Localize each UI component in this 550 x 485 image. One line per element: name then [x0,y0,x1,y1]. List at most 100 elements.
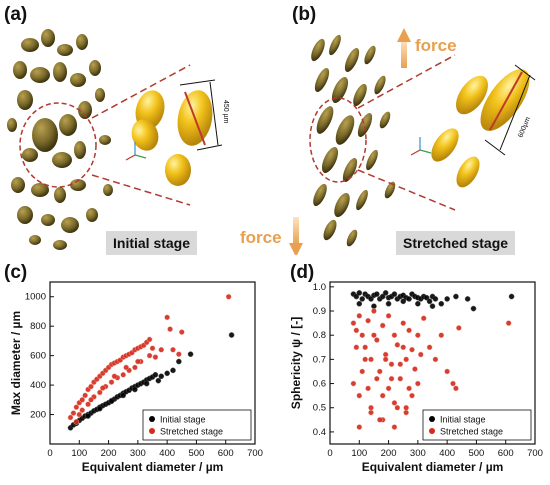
stretched-stage-point [120,371,127,378]
stretched-stage-point [152,354,159,360]
stretched-stage-point [371,332,377,339]
stretched-stage-point [362,356,368,363]
stretched-stage-point [353,344,360,351]
initial-stage-point [464,296,471,302]
initial-stage-point [158,373,165,380]
x-tick-label: 200 [381,448,397,459]
legend-marker [429,416,435,422]
x-tick-label: 600 [498,448,514,459]
stretched-stage-point [376,368,383,375]
plot-frame [49,281,256,445]
stretched-stage-point [391,332,398,339]
y-tick-label: 0.6 [313,379,326,390]
stretched-stage-point [356,392,363,399]
y-tick-label: 0.7 [313,354,326,365]
stretched-stage-point [79,396,86,403]
y-tick-label: 0.9 [313,306,326,317]
panel-label-a: (a) [4,4,28,25]
stretched-stage-point [382,356,389,363]
initial-stage-point [228,332,235,338]
x-tick-label: 100 [351,448,367,459]
stretched-stage-point [350,380,357,387]
initial-stage-point [120,392,127,399]
initial-stage-point [400,298,407,305]
stretched-stage-point [164,314,170,321]
stretched-stage-point [225,293,232,300]
stretched-stage-point [70,410,77,416]
plot-frame [329,281,536,445]
x-tick-label: 700 [527,448,543,459]
stretched-stage-point [450,380,456,387]
stretched-stage-point [400,320,407,326]
stretched-stage-point [170,346,176,353]
stretched-stage-point [99,385,106,391]
stretched-stage-point [149,345,156,352]
initial-stage-point [359,296,366,302]
zoomed-particles [431,69,530,188]
stretched-stage-point [456,325,462,331]
max-diameter-chart: 0 100 200 300 400 500 600 700 200 400 600 800 1000 Eq… [9,281,263,474]
stretched-stage-point [391,424,398,430]
stretched-stage-point [385,313,392,319]
stretched-stage-point [356,424,363,430]
panel-label-d: (d) [290,262,315,283]
initial-stage-point [85,413,91,419]
stretched-stage-point [397,375,404,382]
initial-stage-point [429,303,436,310]
x-tick-label: 0 [327,448,332,459]
initial-stage-point [176,358,182,365]
initial-stage-point [356,290,363,296]
stretched-stage-point [123,364,129,371]
stretched-stage-point [368,404,374,411]
y-tick-label: 1.0 [313,282,326,293]
stretched-stage-point [420,315,427,322]
y-tick-label: 600 [30,351,46,362]
sphericity-chart: 0 100 200 300 400 500 600 700 0.4 0.5 0.6 0.7 0.8 0.9… [289,281,543,474]
initial-stage-point [444,296,450,302]
axis-triad-icon [125,142,147,161]
x-tick-label: 500 [468,448,484,459]
measure-arrow [184,91,206,146]
stretched-stage-point [158,346,165,353]
y-tick-label: 800 [30,321,46,332]
stretched-stage-point [67,414,74,421]
initial-stage-point [432,296,439,302]
stretched-stage-point [167,326,173,332]
stretched-stage-point [76,411,83,418]
zoomed-particles [131,90,213,186]
stretched-stage-point [403,409,409,416]
stretched-stage-point [146,336,153,343]
x-tick-label: 200 [101,448,117,459]
stretched-stage-point [406,327,412,334]
stretched-stage-point [415,380,421,387]
stretched-stage-point [388,375,395,382]
legend-label: Initial stage [160,415,206,425]
initial-stage-point [155,377,162,384]
initial-stage-point [356,300,363,307]
y-axis-label: Max diameter / µm [9,311,23,415]
stretched-stage-point [391,400,398,406]
initial-stage-point [170,367,176,374]
scale-label-a: 450 µm [222,100,229,124]
force-label-a: force [240,228,282,247]
stretched-stage-point [365,385,371,392]
y-tick-label: 1000 [25,292,46,303]
stretched-stage-point [394,404,401,411]
stretched-stage-point [73,419,80,425]
x-tick-label: 300 [410,448,426,459]
stretched-stage-point [353,327,360,334]
stretched-stage-point [96,389,103,396]
stretched-stage-point [365,317,371,324]
stretched-stage-point [374,337,380,343]
stretched-stage-point [409,346,415,353]
stretched-stage-point [85,401,91,408]
y-tick-label: 200 [30,410,46,421]
y-axis-label: Sphericity ψ / [-] [289,317,303,409]
y-tick-label: 0.4 [313,427,326,438]
scale-label-b: 600µm [517,116,532,139]
stretched-stage-point [368,356,374,363]
x-tick-label: 700 [247,448,263,459]
force-arrow-up-icon [397,28,411,68]
stretched-stage-point [368,409,374,416]
stretched-stage-point [505,320,512,326]
